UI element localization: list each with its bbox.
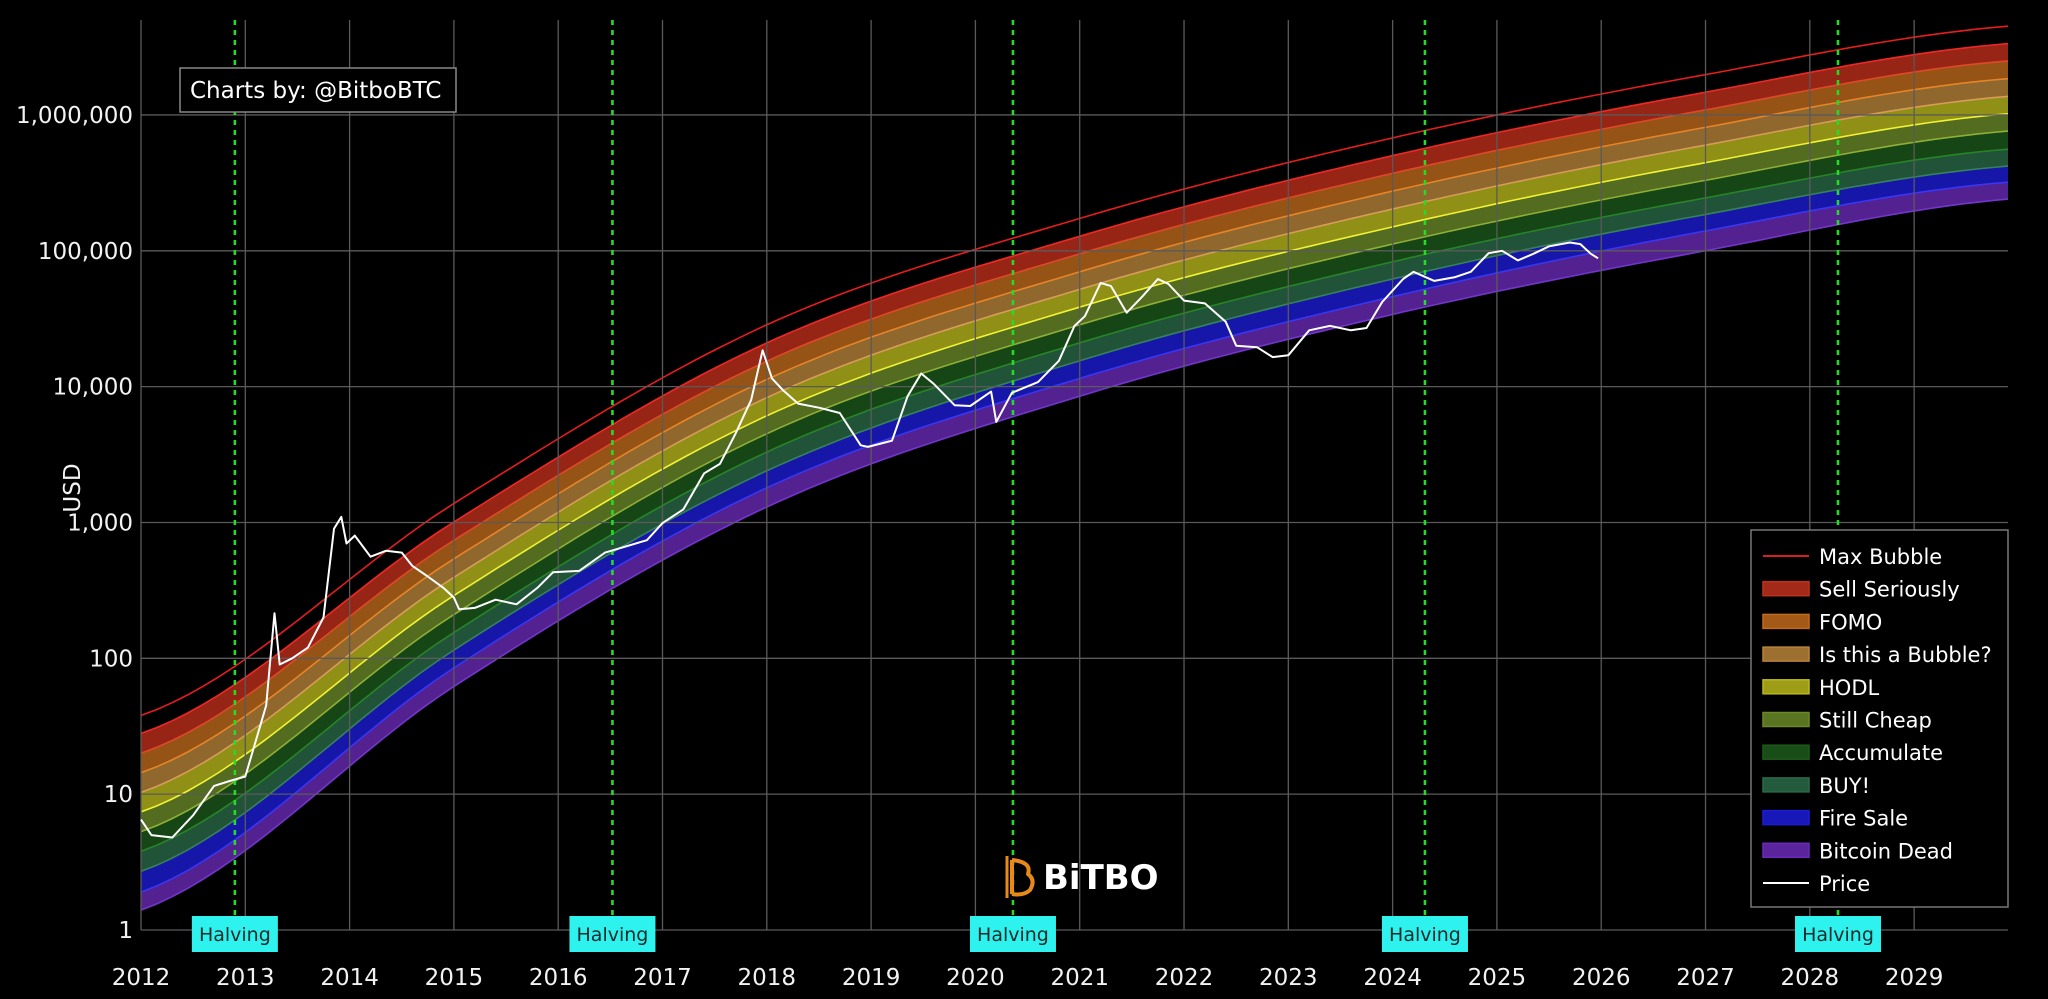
x-tick-label: 2015 <box>425 965 484 991</box>
x-tick-label: 2023 <box>1259 965 1318 991</box>
halving-label: Halving <box>1802 924 1874 946</box>
x-tick-label: 2017 <box>633 965 692 991</box>
x-tick-label: 2020 <box>946 965 1005 991</box>
halving-label: Halving <box>199 924 271 946</box>
legend-label: FOMO <box>1819 610 1882 634</box>
legend-label: Bitcoin Dead <box>1819 839 1953 863</box>
halving-badge-bg <box>569 916 656 952</box>
halving-badge: Halving <box>569 916 656 952</box>
legend-item: BUY! <box>1762 774 1870 798</box>
x-tick-label: 2018 <box>738 965 797 991</box>
x-tick-label: 2016 <box>529 965 588 991</box>
bitcoin-b-icon <box>1005 856 1035 898</box>
x-tick-label: 2014 <box>320 965 379 991</box>
legend-swatch <box>1762 613 1810 630</box>
legend-label: Is this a Bubble? <box>1819 643 1992 667</box>
x-tick-label: 2024 <box>1363 965 1422 991</box>
halving-badge-bg <box>191 916 278 952</box>
band-boundary-line <box>140 25 2009 717</box>
band-boundary-line <box>140 181 2009 893</box>
legend-item: Still Cheap <box>1762 709 1932 733</box>
rainbow-bands <box>140 25 2009 911</box>
x-tick-label: 2026 <box>1572 965 1631 991</box>
axes: 2012 2013 2014 2015 2016 2017 2018 2019 2020 2021… <box>16 103 1943 991</box>
halving-markers: Halving Halving Halving Halving Halving <box>191 20 1881 952</box>
band-boundary-line <box>140 60 2009 755</box>
band-boundary-line <box>140 77 2009 774</box>
y-tick-label: 100,000 <box>38 239 133 265</box>
x-tick-label: 2013 <box>216 965 275 991</box>
y-axis-title: USD <box>60 463 86 512</box>
legend-label: Still Cheap <box>1819 709 1932 733</box>
legend-label: HODL <box>1819 676 1879 700</box>
halving-badge-bg <box>1794 916 1881 952</box>
halving-badge-bg <box>1381 916 1468 952</box>
halving-badge: Halving <box>969 916 1056 952</box>
x-tick-label: 2025 <box>1468 965 1527 991</box>
y-tick-label: 1,000 <box>67 510 133 536</box>
credit-box: Charts by: @BitboBTC <box>179 67 457 113</box>
legend-item: Max Bubble <box>1763 545 1942 569</box>
legend: Max Bubble Sell Seriously FOMO Is this a Bu… <box>1750 529 2009 908</box>
bitbo-logo: BiTBO <box>1005 856 1159 898</box>
y-tick-label: 10,000 <box>53 375 133 401</box>
x-tick-label: 2028 <box>1781 965 1840 991</box>
credit-text: Charts by: @BitboBTC <box>190 78 442 104</box>
legend-label: Accumulate <box>1819 741 1943 765</box>
y-tick-label: 10 <box>104 782 133 808</box>
legend-swatch <box>1762 646 1810 662</box>
y-tick-label: 1,000,000 <box>16 103 133 129</box>
legend-swatch <box>1762 679 1810 695</box>
legend-label: BUY! <box>1819 774 1870 798</box>
x-tick-label: 2021 <box>1050 965 1109 991</box>
band-boundary-line <box>140 198 2009 911</box>
legend-item: HODL <box>1762 676 1879 700</box>
halving-label: Halving <box>1389 924 1461 946</box>
halving-badge-bg <box>969 916 1056 952</box>
halving-label: Halving <box>977 924 1049 946</box>
legend-item: Bitcoin Dead <box>1762 839 1953 863</box>
legend-swatch <box>1762 777 1810 793</box>
x-tick-label: 2022 <box>1155 965 1214 991</box>
grid-lines <box>140 20 2008 931</box>
legend-swatch <box>1762 809 1810 826</box>
halving-badge: Halving <box>191 916 278 952</box>
legend-swatch <box>1762 711 1810 728</box>
legend-item: Sell Seriously <box>1762 578 1960 602</box>
legend-item: Is this a Bubble? <box>1762 643 1992 667</box>
legend-swatch <box>1762 842 1810 859</box>
legend-label: Price <box>1819 872 1870 896</box>
band-boundary-line <box>140 95 2009 794</box>
y-tick-label: 100 <box>89 646 133 672</box>
legend-swatch <box>1762 744 1810 760</box>
x-tick-label: 2029 <box>1885 965 1944 991</box>
halving-badge: Halving <box>1381 916 1468 952</box>
band-boundary-line <box>140 148 2009 852</box>
legend-item: FOMO <box>1762 610 1882 634</box>
legend-swatch <box>1762 580 1810 597</box>
halving-label: Halving <box>577 924 649 946</box>
legend-item: Fire Sale <box>1762 807 1908 831</box>
legend-item: Accumulate <box>1762 741 1943 765</box>
y-tick-label: 1 <box>118 918 133 944</box>
legend-label: Max Bubble <box>1819 545 1942 569</box>
legend-item: Price <box>1763 872 1870 896</box>
legend-label: Fire Sale <box>1819 807 1908 831</box>
legend-label: Sell Seriously <box>1819 578 1960 602</box>
halving-badge: Halving <box>1794 916 1881 952</box>
x-tick-label: 2012 <box>112 965 171 991</box>
x-tick-label: 2027 <box>1676 965 1735 991</box>
price-line <box>140 241 1599 839</box>
x-tick-label: 2019 <box>842 965 901 991</box>
logo-text: BiTBO <box>1043 858 1159 898</box>
price-series <box>140 241 1599 839</box>
band-boundary-line <box>140 165 2009 873</box>
